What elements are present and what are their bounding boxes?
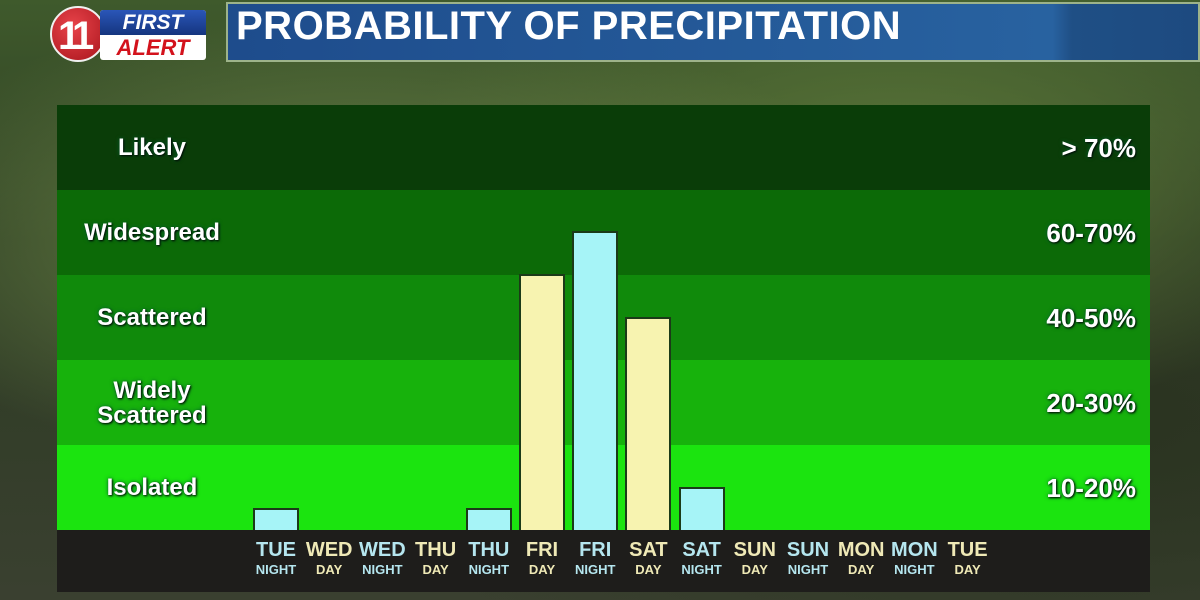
tick-mon-night: MON NIGHT [884,539,944,579]
band-label: Scattered [97,304,207,331]
band-range: 20-30% [1046,387,1136,418]
band-label: Widespread [84,219,220,246]
tick-period-label: NIGHT [681,562,722,577]
precipitation-chart: Likely > 70% Widespread 60-70% Scattered 40-5… [57,105,1150,530]
tick-wed-day: WED DAY [299,539,359,579]
tick-period-label: NIGHT [894,562,935,577]
tick-period-label: NIGHT [468,562,510,577]
tick-fri-night: FRI NIGHT [565,539,625,579]
bar-sat-day [625,317,672,530]
tick-day-label: FRI [579,539,612,561]
tick-period-label: NIGHT [787,562,829,577]
band-range: 40-50% [1046,302,1136,333]
first-alert-logo: 11 FIRST ALERT [50,6,210,62]
tick-sat-day: SAT DAY [618,539,678,579]
tick-wed-night: WED NIGHT [352,539,412,579]
band-label: Widely Scattered [97,376,207,429]
page-title: PROBABILITY OF PRECIPITATION [236,4,902,48]
band-range: 10-20% [1046,472,1136,503]
tick-period-label: DAY [741,562,768,577]
tick-period-label: DAY [848,562,875,577]
bar-sat-night [678,487,725,530]
band-range: > 70% [1061,132,1136,163]
tick-day-label: MON [837,539,885,561]
tick-day-label: TUE [256,539,296,561]
first-alert-wordmark: FIRST ALERT [100,10,206,60]
tick-period-label: NIGHT [255,562,297,577]
bar-thu-night [465,508,512,530]
logo-alert-text: ALERT [116,35,190,60]
bar-fri-night [572,231,619,530]
tick-thu-night: THU NIGHT [459,539,519,579]
tick-tue-night: TUE NIGHT [246,539,306,579]
band-label: Likely [117,134,187,161]
band-range: 60-70% [1046,217,1136,248]
tick-period-label: DAY [422,562,449,577]
tick-day-label: SUN [733,539,776,561]
tick-period-label: NIGHT [362,562,403,577]
tick-day-label: TUE [947,539,988,561]
tick-period-label: DAY [528,562,556,577]
tick-period-label: NIGHT [574,562,616,577]
band-label: Isolated [106,474,198,501]
tick-period-label: DAY [635,562,662,577]
tick-day-label: SAT [629,539,668,561]
tick-sat-night: SAT NIGHT [672,539,732,579]
channel-11-badge: 11 [50,6,106,62]
tick-period-label: DAY [316,562,343,577]
tick-day-label: WED [359,539,406,561]
channel-number: 11 [58,14,94,58]
bar-tue-night [253,508,299,530]
tick-sun-night: SUN NIGHT [778,539,838,579]
tick-period-label: DAY [954,562,981,577]
x-axis: TUE NIGHT WED DAY WED NIGHT THU DAY THU NIGHT FRI D… [57,530,1150,592]
tick-day-label: THU [468,539,510,561]
tick-day-label: SUN [786,539,830,561]
tick-day-label: THU [415,539,457,561]
tick-day-label: SAT [682,539,721,561]
band-likely: Likely > 70% [57,105,1150,190]
tick-mon-day: MON DAY [831,539,891,579]
tick-day-label: FRI [525,539,559,561]
tick-fri-day: FRI DAY [512,539,572,579]
tick-tue-day: TUE DAY [938,539,998,579]
tick-day-label: MON [891,539,938,561]
tick-day-label: WED [305,539,353,561]
logo-first-text: FIRST [100,10,206,35]
title-bar: PROBABILITY OF PRECIPITATION [226,2,1200,62]
bar-fri-day [519,274,565,530]
tick-sun-day: SUN DAY [725,539,785,579]
tick-thu-day: THU DAY [406,539,466,579]
